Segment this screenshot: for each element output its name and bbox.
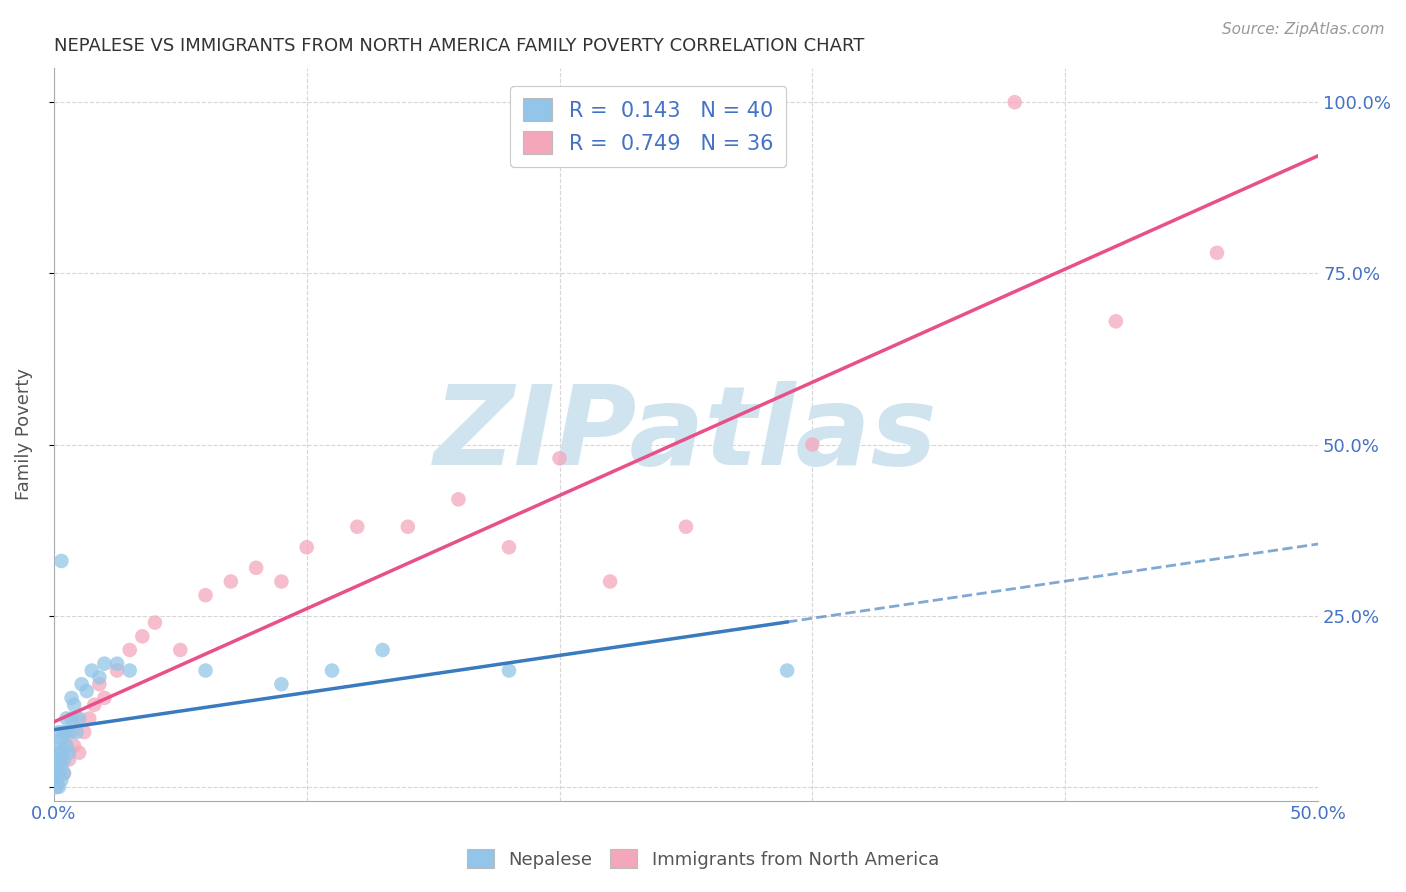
- Point: [52, 766, 75, 780]
- Point: [83, 698, 105, 712]
- Point: [270, 574, 292, 589]
- Point: [55, 739, 77, 753]
- Text: NEPALESE VS IMMIGRANTS FROM NORTH AMERICA FAMILY POVERTY CORRELATION CHART: NEPALESE VS IMMIGRANTS FROM NORTH AMERIC…: [53, 37, 865, 55]
- Point: [45, 780, 67, 794]
- Point: [65, 711, 87, 725]
- Point: [51, 759, 73, 773]
- Point: [60, 711, 83, 725]
- Legend: Nepalese, Immigrants from North America: Nepalese, Immigrants from North America: [460, 842, 946, 876]
- Point: [801, 437, 824, 451]
- Point: [194, 664, 217, 678]
- Point: [52, 752, 75, 766]
- Point: [67, 746, 90, 760]
- Y-axis label: Family Poverty: Family Poverty: [15, 368, 32, 500]
- Point: [58, 725, 80, 739]
- Point: [63, 698, 86, 712]
- Point: [118, 643, 141, 657]
- Point: [63, 739, 86, 753]
- Point: [371, 643, 394, 657]
- Point: [52, 766, 75, 780]
- Point: [48, 780, 70, 794]
- Point: [80, 664, 103, 678]
- Point: [45, 746, 67, 760]
- Point: [776, 664, 799, 678]
- Point: [55, 711, 77, 725]
- Point: [447, 492, 470, 507]
- Point: [1105, 314, 1128, 328]
- Point: [55, 739, 77, 753]
- Point: [70, 677, 93, 691]
- Point: [105, 664, 128, 678]
- Point: [48, 725, 70, 739]
- Point: [48, 766, 70, 780]
- Point: [51, 752, 73, 766]
- Point: [51, 773, 73, 788]
- Point: [51, 554, 73, 568]
- Point: [58, 746, 80, 760]
- Point: [498, 541, 520, 555]
- Point: [346, 520, 368, 534]
- Point: [45, 780, 67, 794]
- Point: [675, 520, 697, 534]
- Point: [498, 664, 520, 678]
- Point: [548, 451, 571, 466]
- Point: [1004, 95, 1026, 110]
- Point: [321, 664, 343, 678]
- Point: [118, 664, 141, 678]
- Point: [60, 725, 83, 739]
- Point: [73, 725, 96, 739]
- Point: [48, 739, 70, 753]
- Point: [295, 541, 318, 555]
- Point: [105, 657, 128, 671]
- Point: [76, 684, 98, 698]
- Point: [45, 766, 67, 780]
- Point: [77, 711, 100, 725]
- Point: [45, 759, 67, 773]
- Legend: R =  0.143   N = 40, R =  0.749   N = 36: R = 0.143 N = 40, R = 0.749 N = 36: [510, 86, 786, 167]
- Point: [60, 690, 83, 705]
- Point: [58, 752, 80, 766]
- Point: [169, 643, 191, 657]
- Point: [270, 677, 292, 691]
- Point: [45, 773, 67, 788]
- Point: [51, 746, 73, 760]
- Text: ZIPatlas: ZIPatlas: [434, 381, 938, 488]
- Point: [48, 752, 70, 766]
- Point: [194, 588, 217, 602]
- Point: [219, 574, 242, 589]
- Point: [143, 615, 166, 630]
- Point: [67, 711, 90, 725]
- Point: [48, 766, 70, 780]
- Point: [52, 725, 75, 739]
- Point: [1206, 245, 1229, 260]
- Point: [89, 677, 111, 691]
- Point: [51, 731, 73, 746]
- Point: [245, 561, 267, 575]
- Point: [396, 520, 419, 534]
- Point: [93, 690, 115, 705]
- Point: [93, 657, 115, 671]
- Point: [89, 670, 111, 684]
- Text: Source: ZipAtlas.com: Source: ZipAtlas.com: [1222, 22, 1385, 37]
- Point: [65, 725, 87, 739]
- Point: [131, 629, 153, 643]
- Point: [599, 574, 621, 589]
